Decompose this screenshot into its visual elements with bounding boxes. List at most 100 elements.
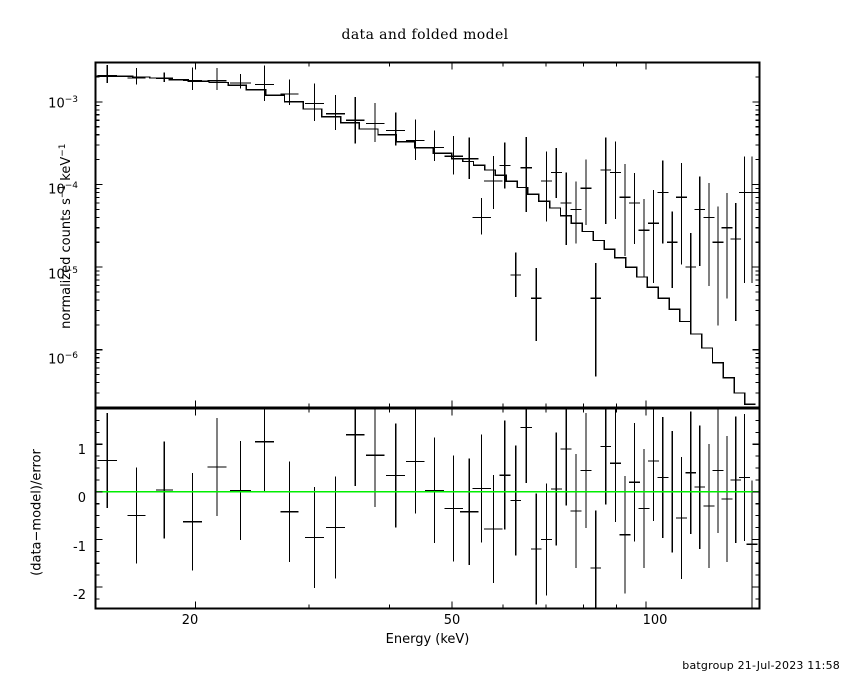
- residual-point: [425, 437, 445, 544]
- residual-point: [406, 409, 425, 514]
- data-point: [730, 203, 742, 322]
- data-point: [541, 151, 552, 222]
- data-point: [610, 141, 621, 219]
- data-point: [600, 137, 612, 224]
- data-point: [520, 137, 532, 212]
- top-panel-frame: [94, 61, 761, 409]
- residual-point: [183, 473, 203, 571]
- data-point: [444, 136, 463, 175]
- data-point: [530, 268, 542, 342]
- y-tick-label-res-m1: -1: [73, 540, 86, 555]
- bottom-panel-frame: [94, 407, 761, 610]
- residual-point: [97, 412, 117, 509]
- data-point: [657, 160, 669, 244]
- residual-point: [499, 420, 511, 530]
- residual-point: [570, 453, 582, 568]
- residual-point: [560, 409, 572, 506]
- y-tick-label-res-0: 0: [77, 491, 86, 506]
- residual-point: [484, 474, 503, 584]
- residual-point: [580, 413, 592, 528]
- data-point: [365, 102, 385, 143]
- residual-point: [520, 409, 532, 483]
- residual-data-layer: [95, 409, 760, 608]
- y-tick-label-res-1: 1: [77, 443, 86, 458]
- data-point: [675, 162, 687, 265]
- residual-point: [712, 409, 724, 533]
- residual-point: [685, 411, 697, 535]
- residual-point: [550, 432, 562, 546]
- data-point: [406, 119, 425, 161]
- data-point: [685, 233, 697, 332]
- residual-point: [444, 455, 463, 562]
- residual-point: [675, 456, 687, 580]
- residual-point: [386, 423, 406, 528]
- data-point: [721, 192, 733, 299]
- residual-point: [746, 480, 758, 608]
- data-point: [230, 73, 251, 89]
- data-point: [183, 67, 203, 90]
- residual-point: [541, 483, 552, 596]
- data-point: [703, 182, 715, 287]
- x-tick-label-100: 100: [642, 613, 668, 628]
- y-tick-label-1e-5: 10−5: [48, 266, 78, 283]
- x-tick-label-20: 20: [181, 613, 199, 628]
- y-tick-label-1e-6: 10−6: [48, 351, 78, 368]
- residual-point: [207, 418, 227, 517]
- model-histogram: [95, 75, 756, 405]
- timestamp-label: batgroup 21-Jul-2023 11:58: [682, 659, 840, 672]
- data-point: [207, 67, 227, 91]
- residual-point: [721, 436, 733, 562]
- data-point: [550, 148, 562, 198]
- data-point: [580, 159, 592, 226]
- residual-point: [694, 425, 706, 549]
- x-tick-label-50: 50: [443, 613, 461, 628]
- data-point: [590, 262, 602, 377]
- y-tick-label-1e-3: 10−3: [48, 95, 78, 112]
- data-point: [666, 211, 678, 288]
- spectrum-model-layer: [95, 75, 756, 405]
- data-point: [425, 130, 445, 162]
- residual-point: [230, 440, 251, 540]
- axis-frame-layer: [94, 61, 761, 610]
- data-point: [484, 155, 503, 209]
- data-point: [510, 252, 522, 298]
- data-point: [254, 65, 275, 102]
- residual-point: [345, 409, 365, 486]
- residual-point: [530, 493, 542, 605]
- data-point: [570, 181, 582, 244]
- residual-point: [304, 487, 325, 589]
- residual-point: [365, 409, 385, 507]
- residual-point: [730, 416, 742, 544]
- residual-point: [648, 409, 659, 521]
- residual-point: [254, 409, 275, 492]
- residual-point: [600, 409, 612, 505]
- residual-point: [155, 441, 173, 539]
- data-point: [629, 172, 641, 245]
- data-point: [127, 68, 146, 85]
- residual-point: [638, 448, 650, 569]
- data-point: [499, 142, 511, 189]
- data-point: [638, 198, 650, 278]
- residual-point: [460, 458, 479, 566]
- residual-point: [619, 475, 631, 594]
- data-point: [560, 172, 572, 246]
- residual-point: [326, 476, 346, 579]
- data-point: [97, 65, 117, 83]
- residual-point: [280, 461, 299, 562]
- residual-point: [739, 413, 750, 542]
- data-point: [345, 97, 365, 144]
- data-point: [280, 79, 299, 105]
- data-point: [746, 156, 758, 284]
- data-point: [694, 176, 706, 267]
- residual-point: [657, 417, 669, 538]
- data-point: [619, 164, 631, 256]
- data-point: [326, 94, 346, 131]
- residual-point: [510, 445, 522, 556]
- residual-point: [472, 434, 491, 543]
- residual-point: [590, 510, 602, 608]
- residual-point: [127, 467, 146, 564]
- data-point: [472, 197, 491, 235]
- x-axis-label: Energy (keV): [385, 632, 470, 647]
